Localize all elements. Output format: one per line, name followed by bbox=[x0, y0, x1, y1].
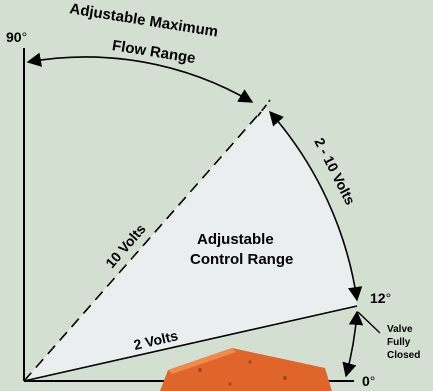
control-range-label-line2: Control Range bbox=[190, 251, 293, 268]
valve-closed-label-line3: Closed bbox=[387, 350, 420, 361]
volts-range-arc bbox=[269, 110, 363, 302]
max-flow-label-line1: Adjustable Maximum bbox=[68, 0, 219, 40]
angle-12-label: 12° bbox=[370, 290, 391, 306]
valve-closed-label-line2: Fully bbox=[387, 337, 411, 348]
control-range-label-line1: Adjustable bbox=[197, 231, 274, 248]
valve-closed-label-line1: Valve bbox=[387, 324, 413, 335]
valve-body-image bbox=[160, 348, 332, 391]
valve-closed-pointer bbox=[357, 311, 381, 334]
max-flow-arc bbox=[26, 52, 254, 103]
angle-90-label: 90° bbox=[6, 29, 27, 45]
ten-volts-line bbox=[23, 106, 266, 382]
control-range-sector bbox=[24, 107, 357, 381]
angle-0-label: 0° bbox=[362, 373, 375, 389]
max-flow-tick bbox=[257, 99, 271, 117]
closed-range-arc bbox=[342, 310, 364, 378]
max-flow-label-line2: Flow Range bbox=[111, 37, 197, 67]
two-volts-line bbox=[23, 305, 358, 382]
